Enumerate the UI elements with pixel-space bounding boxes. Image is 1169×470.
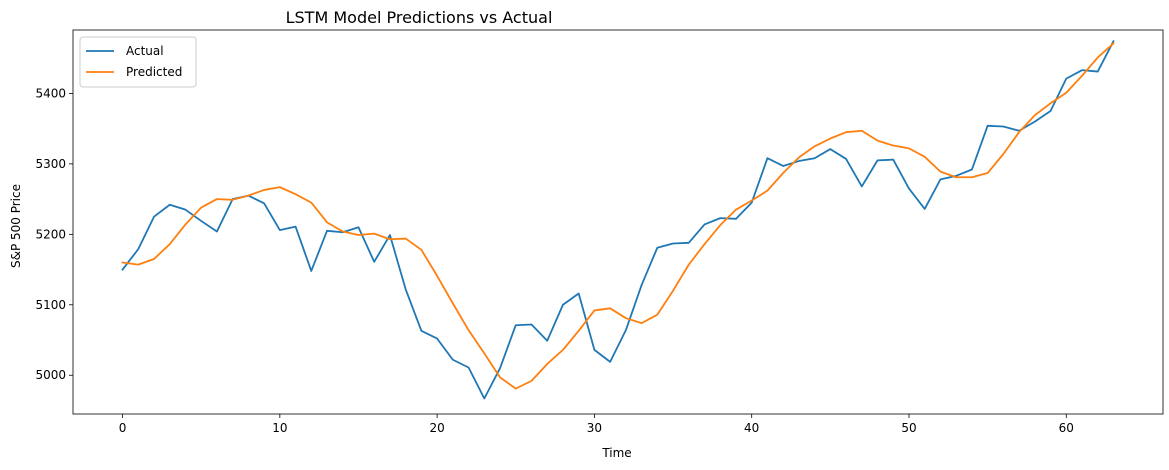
plot-frame [72, 29, 1164, 415]
legend: Actual Predicted [79, 36, 197, 88]
x-tick-label: 0 [119, 421, 127, 435]
y-axis: 5000 5100 5200 5300 5400 [35, 86, 73, 382]
x-tick-label: 10 [272, 421, 287, 435]
chart-title: LSTM Model Predictions vs Actual [286, 8, 553, 27]
y-tick-label: 5400 [35, 86, 66, 100]
x-axis: 0 10 20 30 40 50 60 [119, 414, 1074, 435]
legend-label-actual: Actual [126, 44, 164, 58]
x-tick-label: 60 [1059, 421, 1074, 435]
series-line-predicted [121, 42, 1115, 390]
x-tick-label: 30 [587, 421, 602, 435]
series-layer [121, 40, 1115, 400]
series-line-actual [121, 40, 1115, 400]
y-tick-label: 5000 [35, 368, 66, 382]
y-axis-label: S&P 500 Price [9, 184, 23, 268]
plot-area [73, 30, 1163, 414]
x-axis-label: Time [601, 446, 631, 460]
legend-box [79, 36, 197, 88]
y-tick-label: 5300 [35, 157, 66, 171]
y-tick-label: 5200 [35, 227, 66, 241]
x-tick-label: 50 [901, 421, 916, 435]
x-tick-label: 20 [429, 421, 444, 435]
legend-label-predicted: Predicted [126, 65, 182, 79]
y-tick-label: 5100 [35, 298, 66, 312]
x-tick-label: 40 [744, 421, 759, 435]
